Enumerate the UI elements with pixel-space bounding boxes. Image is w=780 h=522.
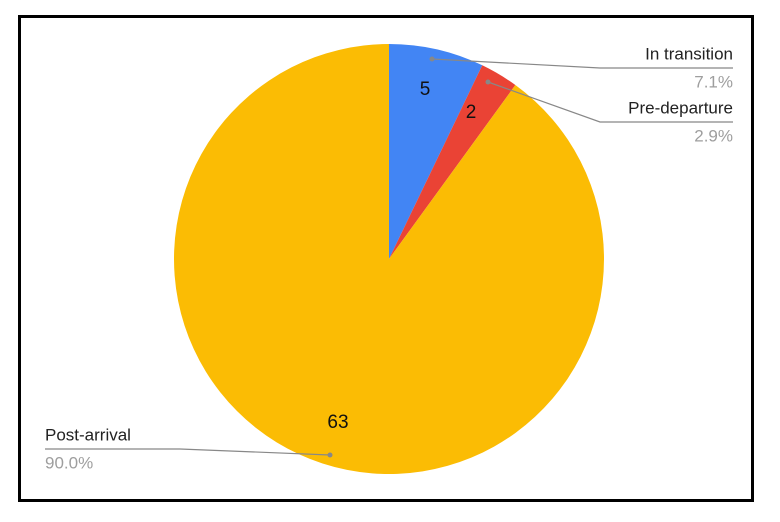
leader-dot — [327, 452, 333, 458]
percent-label: 7.1% — [694, 72, 733, 91]
legend-label: Post-arrival — [45, 425, 131, 444]
slice-value-label: 2 — [466, 102, 477, 123]
leader-dot — [429, 56, 435, 62]
percent-label: 2.9% — [694, 126, 733, 145]
leader-line — [431, 58, 733, 69]
leader-dot — [485, 79, 491, 85]
percent-label: 90.0% — [45, 453, 93, 472]
slice-value-label: 5 — [420, 79, 431, 100]
legend-label: In transition — [645, 44, 733, 63]
pie-slice — [389, 44, 483, 259]
leader-line — [487, 81, 733, 123]
slice-value-label: 63 — [327, 412, 348, 433]
pie-slice — [389, 65, 516, 260]
legend-label: Pre-departure — [628, 98, 733, 117]
pie-slice — [173, 44, 604, 475]
leader-line — [45, 448, 331, 456]
